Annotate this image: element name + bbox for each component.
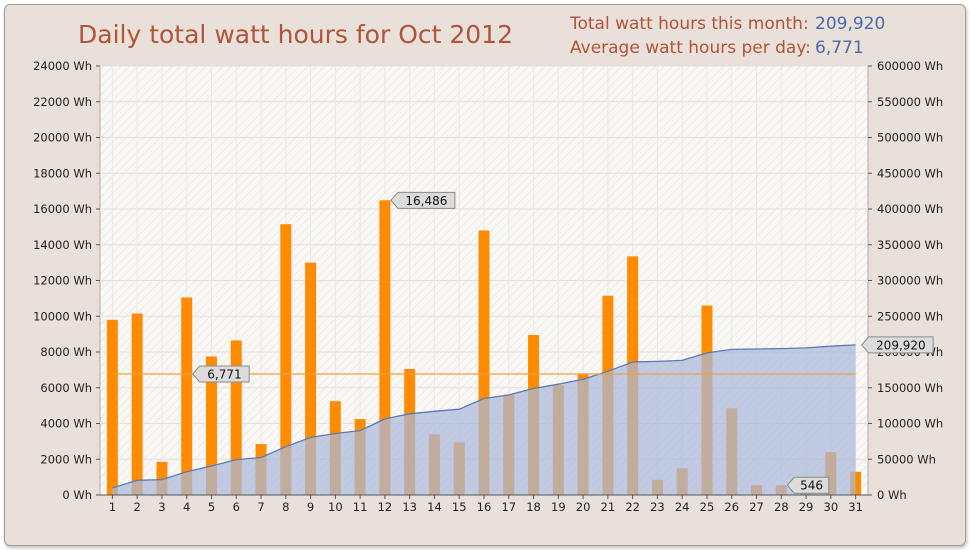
x-tick-label-29: 29 (799, 500, 814, 514)
x-tick-label-28: 28 (774, 500, 789, 514)
y-left-tick-label: 20000 Wh (33, 131, 92, 145)
bar-day-1 (106, 319, 118, 495)
x-tick-label-15: 15 (452, 500, 467, 514)
y-left-tick-label: 2000 Wh (40, 452, 92, 466)
bar-day-4 (181, 297, 193, 495)
x-tick-label-16: 16 (477, 500, 492, 514)
y-left-tick-label: 22000 Wh (33, 95, 92, 109)
y-right-tick-label: 500000 Wh (877, 131, 943, 145)
x-tick-label-8: 8 (282, 500, 289, 514)
x-tick-label-23: 23 (650, 500, 665, 514)
y-right-tick-label: 400000 Wh (877, 202, 943, 216)
callout-box (390, 191, 456, 209)
y-left-tick-label: 6000 Wh (40, 381, 92, 395)
x-tick-label-11: 11 (353, 500, 368, 514)
x-tick-label-14: 14 (427, 500, 442, 514)
cumulative-line (112, 344, 856, 489)
x-tick-label-13: 13 (402, 500, 417, 514)
x-tick-label-25: 25 (700, 500, 715, 514)
x-tick-label-26: 26 (724, 500, 739, 514)
y-left-tick-label: 24000 Wh (33, 59, 92, 73)
callout-label: 16,486 (405, 194, 447, 208)
bar-day-2 (131, 313, 143, 495)
callout-6771: 6,771 (192, 365, 250, 383)
y-left-tick-label: 10000 Wh (33, 309, 92, 323)
x-tick-label-12: 12 (378, 500, 393, 514)
y-right-tick-label: 150000 Wh (877, 381, 943, 395)
y-right-tick-label: 550000 Wh (877, 95, 943, 109)
annotations: 16,486 6,771 546 209,920 (192, 191, 934, 494)
cumulative-area (112, 344, 856, 495)
y-left-tick-label: 4000 Wh (40, 417, 92, 431)
y-right-tick-label: 450000 Wh (877, 166, 943, 180)
x-tick-label-27: 27 (749, 500, 764, 514)
x-tick-label-5: 5 (208, 500, 215, 514)
y-left-tick-label: 12000 Wh (33, 274, 92, 288)
total-summary: Total watt hours this month: 209,920 (570, 14, 885, 34)
total-label: Total watt hours this month: (570, 14, 809, 34)
x-tick-label-3: 3 (158, 500, 165, 514)
bar-day-31 (850, 471, 862, 495)
x-tick-label-22: 22 (625, 500, 640, 514)
bar-day-12 (379, 200, 391, 495)
callout-box (786, 476, 830, 494)
y-right-tick-label: 350000 Wh (877, 238, 943, 252)
x-tick-label-7: 7 (257, 500, 264, 514)
callout-16486: 16,486 (390, 191, 456, 209)
average-label: Average watt hours per day: (570, 38, 811, 58)
callout-546: 546 (786, 476, 830, 494)
axes: 0 Wh 2000 Wh 4000 Wh 6000 Wh 8000 Wh 10000 Wh… (33, 59, 943, 514)
y-right-tick-label: 0 Wh (877, 488, 907, 502)
bar-day-3 (156, 461, 168, 495)
y-left-tick-label: 8000 Wh (40, 345, 92, 359)
y-left-tick-label: 18000 Wh (33, 166, 92, 180)
x-tick-label-4: 4 (183, 500, 190, 514)
x-tick-label-6: 6 (233, 500, 240, 514)
cumulative-area-fill (112, 344, 856, 495)
bar-day-16 (478, 230, 490, 495)
bar-day-5 (205, 356, 217, 495)
y-right-tick-label: 50000 Wh (877, 452, 936, 466)
average-summary: Average watt hours per day: 6,771 (570, 38, 864, 58)
x-tick-label-9: 9 (307, 500, 314, 514)
total-value: 209,920 (815, 14, 886, 34)
y-left-tick-label: 16000 Wh (33, 202, 92, 216)
y-left-tick-label: 14000 Wh (33, 238, 92, 252)
y-right-tick-label: 100000 Wh (877, 417, 943, 431)
x-tick-label-19: 19 (551, 500, 566, 514)
bar-day-8 (280, 224, 292, 495)
callout-label: 6,771 (207, 367, 241, 381)
x-tick-label-1: 1 (109, 500, 116, 514)
x-tick-label-30: 30 (824, 500, 839, 514)
average-value: 6,771 (815, 38, 864, 58)
x-tick-label-10: 10 (328, 500, 343, 514)
y-right-tick-label: 600000 Wh (877, 59, 943, 73)
x-tick-label-24: 24 (675, 500, 690, 514)
y-right-tick-label: 250000 Wh (877, 309, 943, 323)
chart-title: Daily total watt hours for Oct 2012 (78, 20, 513, 49)
y-right-tick-label: 300000 Wh (877, 274, 943, 288)
x-tick-label-20: 20 (576, 500, 591, 514)
y-left-tick-label: 0 Wh (62, 488, 92, 502)
x-tick-label-18: 18 (526, 500, 541, 514)
callout-box (192, 365, 250, 383)
callout-209920: 209,920 (860, 336, 934, 354)
bar-day-9 (305, 262, 317, 495)
callout-label: 209,920 (876, 338, 926, 352)
callout-label: 546 (800, 479, 823, 493)
x-tick-label-21: 21 (601, 500, 616, 514)
x-tick-label-31: 31 (848, 500, 863, 514)
callout-box (860, 336, 934, 354)
bar-day-6 (230, 340, 242, 495)
x-tick-label-17: 17 (501, 500, 516, 514)
x-tick-label-2: 2 (133, 500, 140, 514)
